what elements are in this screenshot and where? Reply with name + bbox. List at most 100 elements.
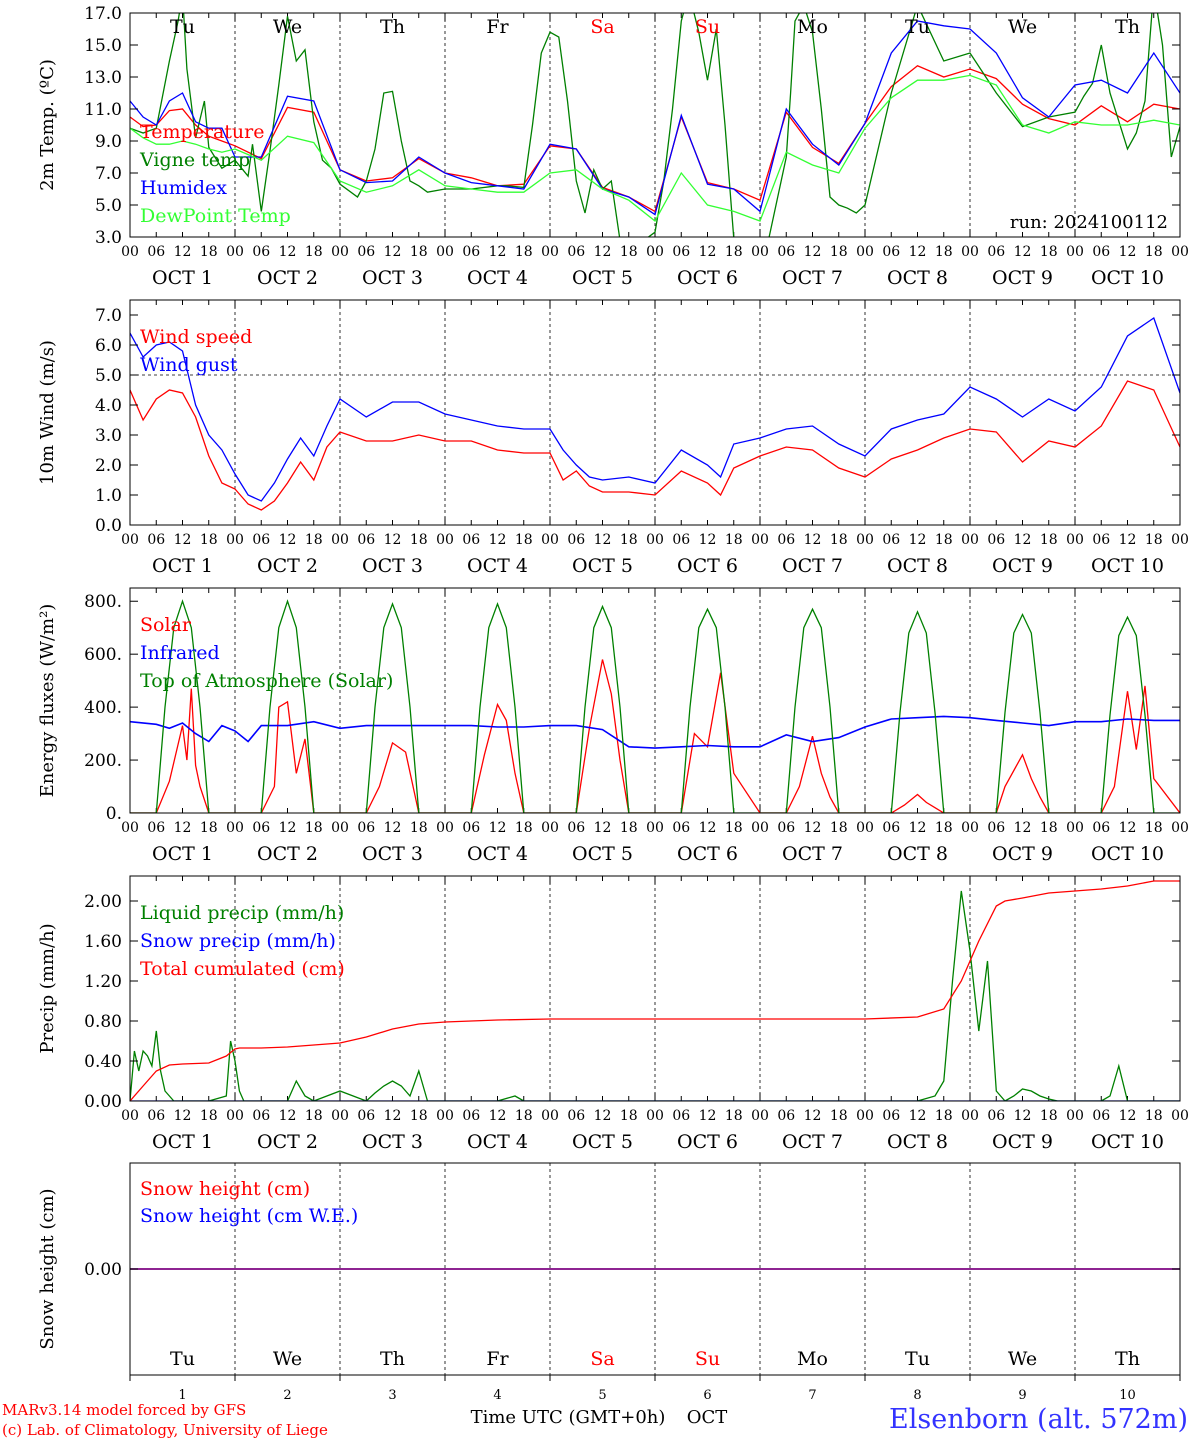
hour-tick-label: 00 [331, 1108, 349, 1124]
hour-tick-label: 12 [489, 532, 507, 548]
legend-entry: Infrared [140, 642, 220, 664]
date-label: OCT 4 [467, 843, 528, 865]
hour-tick-label: 18 [200, 532, 218, 548]
hour-tick-label: 12 [384, 244, 402, 260]
y-tick-label: 0.00 [84, 1260, 122, 1280]
hour-tick-label: 06 [672, 820, 690, 836]
plot-frame [129, 875, 1181, 1102]
hour-tick-label: 00 [856, 532, 874, 548]
hour-tick-label: 00 [646, 244, 664, 260]
y-tick-label: 600. [84, 645, 122, 665]
hour-tick-label: 12 [804, 244, 822, 260]
hour-tick-label: 12 [909, 1108, 927, 1124]
series-line-liquid-precip-mm-h- [130, 890, 1180, 1101]
legend-entry: Humidex [140, 177, 227, 199]
hour-tick-label: 12 [384, 1108, 402, 1124]
hour-tick-label: 18 [305, 1108, 323, 1124]
date-label: OCT 1 [152, 267, 213, 289]
hour-tick-label: 12 [489, 1108, 507, 1124]
hour-tick-label: 12 [1119, 820, 1137, 836]
hour-tick-label: 00 [436, 1108, 454, 1124]
hour-tick-label: 18 [620, 820, 638, 836]
day-name: Th [380, 16, 405, 38]
legend-entry: Snow height (cm) [140, 1178, 310, 1200]
date-label: OCT 8 [887, 555, 948, 577]
hour-tick-label: 00 [856, 1108, 874, 1124]
legend-entry: Snow height (cm W.E.) [140, 1205, 358, 1227]
y-tick-label: 4.0 [95, 396, 122, 416]
date-label: OCT 8 [887, 1131, 948, 1153]
hour-tick-label: 00 [121, 532, 139, 548]
hour-tick-label: 06 [462, 244, 480, 260]
date-label: OCT 4 [467, 555, 528, 577]
date-label: OCT 1 [152, 555, 213, 577]
y-axis-label: Snow height (cm) [37, 1188, 58, 1349]
hour-tick-label: 06 [357, 1108, 375, 1124]
panel-1: 3.0 5.0 7.0 9.0 11.0 13.0 15.0 17.0 2m Temp. (ºC… [37, 4, 1189, 289]
date-label: OCT 9 [992, 843, 1053, 865]
hour-tick-label: 12 [279, 532, 297, 548]
station-label: Elsenborn (alt. 572m) [889, 1404, 1188, 1435]
hour-tick-label: 18 [200, 820, 218, 836]
credit-line-2: (c) Lab. of Climatology, University of L… [2, 1421, 328, 1439]
hour-tick-label: 12 [804, 532, 822, 548]
date-label: OCT 8 [887, 267, 948, 289]
date-label: OCT 9 [992, 267, 1053, 289]
y-tick-label: 17.0 [84, 4, 122, 24]
day-name: Sa [590, 1348, 614, 1370]
hour-tick-label: 18 [1145, 244, 1163, 260]
hour-tick-label: 18 [1040, 244, 1058, 260]
hour-tick-label: 06 [882, 1108, 900, 1124]
legend-entry: Temperature [140, 121, 264, 143]
hour-tick-label: 06 [147, 820, 165, 836]
hour-tick-label: 12 [384, 820, 402, 836]
date-label: OCT 3 [362, 555, 423, 577]
panel-3: 0. 200. 400. 600. 800. Energy fluxes (W/m²) So… [37, 587, 1189, 865]
date-label: OCT 10 [1091, 1131, 1164, 1153]
hour-tick-label: 18 [725, 532, 743, 548]
hour-tick-label: 12 [594, 820, 612, 836]
y-tick-label: 5.0 [95, 366, 122, 386]
y-tick-label: 11.0 [84, 100, 122, 120]
y-tick-label: 400. [84, 698, 122, 718]
series-group [130, 880, 1180, 1101]
hour-tick-label: 00 [751, 532, 769, 548]
hour-tick-label: 18 [620, 532, 638, 548]
hour-tick-label: 00 [1066, 532, 1084, 548]
hour-tick-label: 00 [226, 532, 244, 548]
hour-tick-label: 18 [1040, 820, 1058, 836]
day-number: 2 [283, 1388, 291, 1403]
hour-tick-label: 00 [1171, 244, 1189, 260]
hour-tick-label: 06 [147, 532, 165, 548]
y-axis-label: Precip (mm/h) [37, 923, 58, 1053]
series-line-top-of-atmosphere-solar- [130, 599, 1180, 813]
day-name: Fr [486, 16, 509, 38]
hour-tick-label: 12 [279, 1108, 297, 1124]
y-tick-label: 0.0 [95, 516, 122, 536]
date-label: OCT 1 [152, 843, 213, 865]
hour-tick-label: 06 [357, 820, 375, 836]
hour-tick-label: 00 [541, 820, 559, 836]
series-line-infrared [130, 715, 1180, 749]
hour-tick-label: 00 [1171, 532, 1189, 548]
y-axis-label: Energy fluxes (W/m²) [37, 604, 58, 798]
date-label: OCT 10 [1091, 555, 1164, 577]
run-label: run: 2024100112 [1010, 212, 1168, 233]
hour-tick-label: 00 [226, 1108, 244, 1124]
date-label: OCT 6 [677, 1131, 738, 1153]
series-line-wind-speed [130, 380, 1180, 511]
hour-tick-label: 06 [567, 532, 585, 548]
date-label: OCT 6 [677, 267, 738, 289]
hour-tick-label: 00 [856, 244, 874, 260]
day-name: Su [695, 16, 720, 38]
hour-tick-label: 12 [489, 244, 507, 260]
day-name: Fr [486, 1348, 509, 1370]
hour-tick-label: 00 [751, 1108, 769, 1124]
y-tick-label: 2.0 [95, 456, 122, 476]
hour-tick-label: 12 [1119, 532, 1137, 548]
day-number: 10 [1119, 1388, 1136, 1403]
y-tick-label: 200. [84, 751, 122, 771]
date-label: OCT 7 [782, 843, 843, 865]
hour-tick-label: 18 [410, 1108, 428, 1124]
y-tick-label: 15.0 [84, 36, 122, 56]
